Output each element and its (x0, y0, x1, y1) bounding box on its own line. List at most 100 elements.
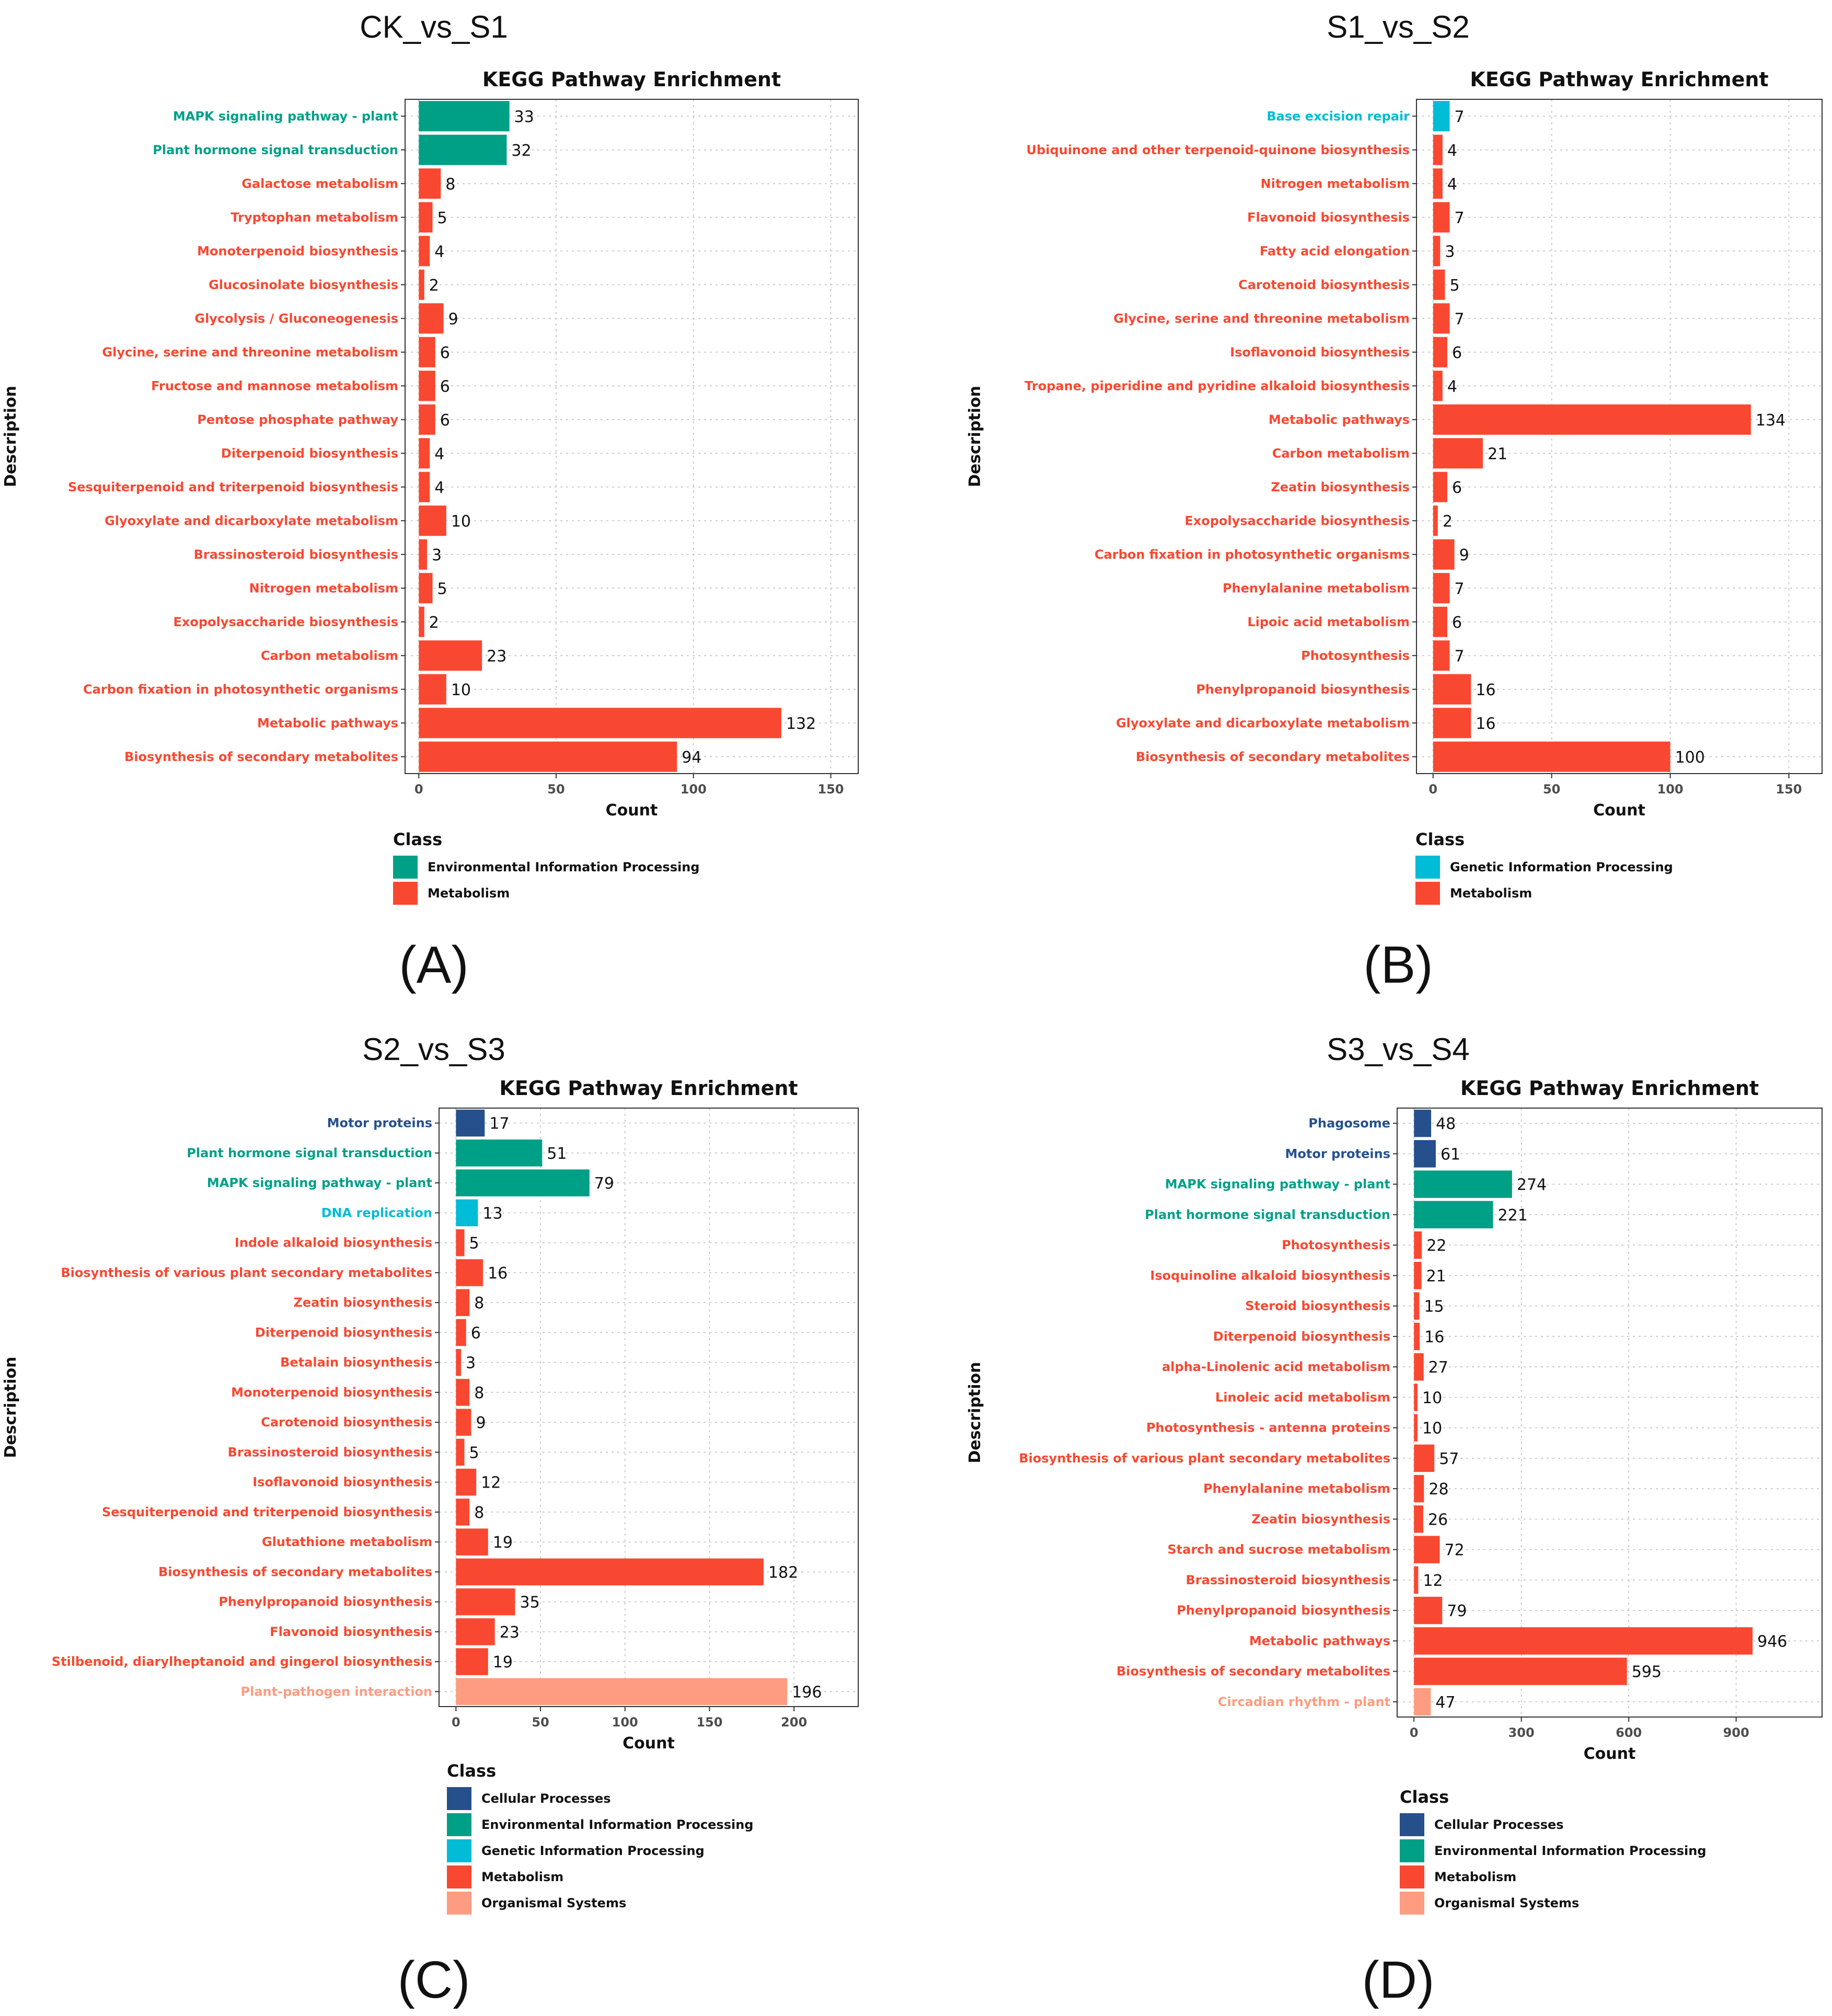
bar-value-label: 5 (1449, 277, 1459, 295)
category-label: Carbon metabolism (1272, 446, 1410, 460)
bar-value-label: 16 (1476, 715, 1495, 733)
bar (1433, 202, 1450, 233)
bar (419, 404, 435, 435)
legend-swatch (1400, 1865, 1424, 1888)
bar-value-label: 9 (448, 310, 458, 328)
category-label: Stilbenoid, diarylheptanoid and gingerol… (52, 1654, 432, 1669)
bar (419, 606, 424, 637)
bar-value-label: 16 (1476, 681, 1495, 699)
bar (419, 134, 507, 165)
plot-border (1416, 99, 1823, 774)
x-tick-label: 300 (1508, 1725, 1535, 1740)
bar (1414, 1627, 1753, 1655)
bar (1433, 741, 1670, 772)
bar-value-label: 19 (493, 1534, 513, 1552)
bar (1433, 168, 1443, 199)
category-label: Tryptophan metabolism (231, 210, 398, 225)
bar (1414, 1201, 1493, 1229)
category-label: Isoflavonoid biosynthesis (1230, 345, 1410, 360)
bar-value-label: 196 (792, 1683, 822, 1701)
bar (1433, 371, 1443, 401)
bar (1414, 1292, 1420, 1320)
legend-swatch (447, 1813, 471, 1836)
chart-panel-a: CK_vs_S1 (A) KEGG Pathway Enrichment 33 MAPK… (2, 9, 859, 994)
bar-value-label: 19 (493, 1653, 513, 1672)
category-label: Plant hormone signal transduction (187, 1146, 432, 1160)
legend-label: Cellular Processes (1434, 1817, 1564, 1832)
category-label: Glycolysis / Gluconeogenesis (194, 311, 398, 326)
bar-value-label: 6 (1452, 614, 1462, 632)
bar-value-label: 16 (488, 1264, 508, 1283)
plot-border (405, 99, 859, 774)
bar-value-label: 94 (682, 748, 701, 767)
bar-value-label: 182 (768, 1563, 798, 1582)
bar-value-label: 4 (434, 243, 444, 261)
legend-swatch (1415, 856, 1440, 879)
x-tick-label: 0 (414, 782, 423, 797)
legend-label: Organismal Systems (481, 1896, 626, 1910)
x-tick-label: 0 (452, 1715, 460, 1730)
x-tick-label: 900 (1723, 1725, 1749, 1740)
category-label: Fatty acid elongation (1260, 244, 1410, 258)
bar-value-label: 10 (1422, 1420, 1442, 1438)
bar-value-label: 7 (1455, 209, 1465, 227)
plot-title: KEGG Pathway Enrichment (482, 68, 781, 91)
bar-value-label: 3 (466, 1354, 476, 1373)
x-tick-label: 0 (1428, 782, 1437, 797)
category-label: Base excision repair (1266, 109, 1410, 123)
bar (1414, 1384, 1418, 1411)
category-label: Fructose and mannose metabolism (151, 378, 398, 393)
category-label: Metabolic pathways (257, 716, 398, 730)
category-label: Diterpenoid biosynthesis (255, 1325, 432, 1340)
category-label: Phagosome (1308, 1116, 1390, 1131)
category-label: Brassinosteroid biosynthesis (1186, 1573, 1390, 1587)
bar (456, 1379, 470, 1406)
category-label: Circadian rhythm - plant (1218, 1695, 1390, 1709)
bar (456, 1259, 483, 1286)
bar (456, 1289, 470, 1316)
category-label: Photosynthesis (1301, 648, 1410, 663)
category-label: Plant hormone signal transduction (1145, 1207, 1390, 1222)
bar-value-label: 4 (1447, 175, 1457, 193)
bar-value-label: 134 (1756, 411, 1785, 430)
bar (419, 539, 428, 570)
bar (456, 1319, 466, 1346)
bar-value-label: 72 (1445, 1541, 1465, 1560)
bar (1433, 101, 1450, 132)
bar-value-label: 79 (1447, 1602, 1467, 1620)
x-axis-title: Count (623, 1734, 675, 1753)
category-label: Monoterpenoid biosynthesis (231, 1385, 432, 1400)
x-tick-label: 100 (681, 782, 707, 797)
bar-value-label: 13 (482, 1204, 502, 1223)
plot-border (439, 1108, 859, 1707)
category-label: Glutathione metabolism (262, 1535, 432, 1549)
category-label: Phenylpropanoid biosynthesis (218, 1595, 432, 1609)
legend-title: Class (1400, 1787, 1449, 1807)
bar-value-label: 2 (1443, 512, 1453, 531)
bar-value-label: 6 (440, 411, 450, 430)
bar-value-label: 4 (434, 479, 444, 497)
bar-value-label: 10 (451, 681, 471, 699)
legend-title: Class (393, 830, 442, 849)
bar-value-label: 132 (786, 715, 816, 733)
legend-title: Class (1415, 830, 1465, 849)
x-tick-label: 200 (781, 1715, 807, 1730)
bar-value-label: 2 (429, 277, 439, 295)
bar-value-label: 3 (432, 546, 442, 565)
category-label: Carbon fixation in photosynthetic organi… (1094, 547, 1410, 562)
bar (419, 101, 510, 132)
bar (419, 741, 677, 772)
bar-value-label: 12 (1423, 1572, 1443, 1590)
bar (419, 371, 435, 401)
legend-swatch (1400, 1839, 1424, 1862)
bar-value-label: 3 (1445, 243, 1455, 261)
legend-swatch (447, 1865, 471, 1888)
category-label: Diterpenoid biosynthesis (221, 446, 398, 460)
bar-value-label: 4 (434, 445, 444, 463)
bar-value-label: 8 (474, 1294, 484, 1312)
legend-swatch (447, 1787, 471, 1810)
category-label: Glycine, serine and threonine metabolism (1113, 311, 1410, 326)
category-label: Biosynthesis of secondary metabolites (1116, 1664, 1390, 1679)
